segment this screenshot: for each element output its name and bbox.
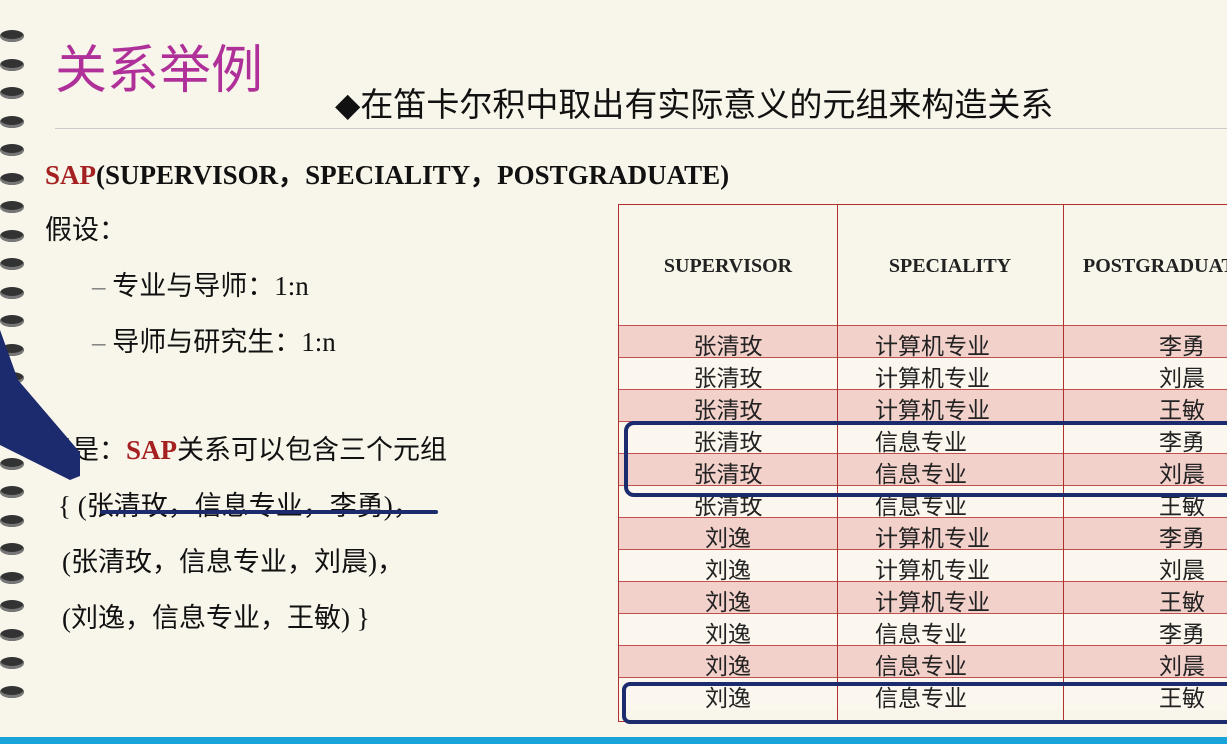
ring [0, 87, 24, 99]
col-line [837, 205, 838, 721]
cell: 李勇 [1159, 334, 1205, 359]
cell: 刘晨 [1159, 654, 1205, 679]
ring [0, 514, 24, 527]
column-header: SPECIALITY [888, 255, 1012, 277]
underline [100, 510, 438, 514]
cell: 李勇 [1159, 622, 1205, 647]
cell: 信息专业 [875, 654, 967, 679]
ring [0, 286, 24, 299]
row-bg [619, 357, 1227, 390]
bottom-bar [0, 737, 1227, 744]
cell: 王敏 [1159, 590, 1205, 615]
ring [0, 457, 24, 470]
row-bg [619, 645, 1227, 678]
column-header: POSTGRADUATE [1083, 255, 1227, 277]
tuple: { (张清玫，信息专业，李勇)， [58, 491, 420, 521]
row-bg [619, 389, 1227, 422]
ring [0, 600, 24, 612]
row-bg [619, 517, 1227, 550]
cell: 刘晨 [1159, 462, 1205, 487]
cell: 信息专业 [875, 494, 967, 519]
ring [0, 172, 24, 185]
assume-text: 导师与研究生：1:n [112, 327, 336, 357]
conclusion-text: 关系可以包含三个元组 [177, 435, 448, 465]
cell: 刘逸 [705, 622, 751, 647]
dash: – [92, 271, 106, 301]
dash: – [92, 327, 106, 357]
row-bg [619, 485, 1227, 518]
cell: 刘逸 [705, 654, 751, 679]
assume-label: 假设： [45, 215, 126, 245]
row-bg [619, 549, 1227, 582]
cell: 张清玫 [693, 366, 763, 391]
ring [0, 628, 24, 641]
cell: 刘晨 [1159, 558, 1205, 583]
cell: 张清玫 [693, 430, 763, 455]
schema: SAP(SUPERVISOR，SPECIALITY，POSTGRADUATE) [45, 153, 729, 192]
row-bg [619, 613, 1227, 646]
cell: 计算机专业 [875, 398, 990, 423]
ring [0, 315, 24, 327]
conclusion: 于是：SAP关系可以包含三个元组 [45, 428, 447, 467]
cell: 王敏 [1159, 398, 1205, 423]
divider [55, 128, 1227, 129]
table: SUPERVISORSPECIALITYPOSTGRADUATE张清玫计算机专业… [618, 204, 1227, 722]
cell: 信息专业 [875, 686, 967, 711]
cell: 张清玫 [693, 398, 763, 423]
cell: 王敏 [1159, 686, 1205, 711]
ring [0, 571, 24, 584]
tuple: (刘逸，信息专业，王敏) } [62, 603, 370, 633]
ring [0, 543, 24, 555]
cell: 张清玫 [693, 494, 763, 519]
cell: 张清玫 [693, 462, 763, 487]
cell: 刘逸 [705, 526, 751, 551]
assume-text: 专业与导师：1:n [112, 271, 309, 301]
title: 关系举例 [55, 41, 264, 101]
column-header: SUPERVISOR [663, 255, 793, 277]
highlight [624, 421, 1227, 497]
cell: 王敏 [1159, 494, 1205, 519]
cell: 刘逸 [705, 590, 751, 615]
cell: 计算机专业 [875, 590, 990, 615]
pointer [0, 330, 80, 480]
schema-attrs: (SUPERVISOR，SPECIALITY，POSTGRADUATE) [96, 160, 730, 190]
conclusion-name: SAP [126, 435, 178, 465]
cell: 计算机专业 [875, 558, 990, 583]
assume-item: – 导师与研究生：1:n [92, 320, 336, 359]
cell: 刘逸 [705, 558, 751, 583]
ring [0, 486, 24, 498]
row-bg [619, 581, 1227, 614]
ring [0, 229, 24, 242]
highlight [622, 682, 1227, 724]
cell: 信息专业 [875, 462, 967, 487]
ring [0, 58, 24, 71]
ring [0, 258, 24, 270]
cell: 李勇 [1159, 526, 1205, 551]
tuple: (张清玫，信息专业，刘晨)， [62, 547, 404, 577]
cell: 刘逸 [705, 686, 751, 711]
cell: 计算机专业 [875, 366, 990, 391]
cell: 李勇 [1159, 430, 1205, 455]
subtitle: ◆在笛卡尔积中取出有实际意义的元组来构造关系 [335, 85, 1054, 124]
ring [0, 657, 24, 669]
cell: 信息专业 [875, 622, 967, 647]
cell: 信息专业 [875, 430, 967, 455]
assume-item: – 专业与导师：1:n [92, 264, 309, 303]
col-line [1063, 205, 1064, 721]
ring [0, 685, 24, 698]
ring [0, 144, 24, 156]
ring [0, 115, 24, 128]
cell: 张清玫 [693, 334, 763, 359]
schema-name: SAP [45, 160, 97, 190]
cell: 计算机专业 [875, 526, 990, 551]
cell: 计算机专业 [875, 334, 990, 359]
row-bg [619, 453, 1227, 486]
ring [0, 30, 24, 42]
row-bg [619, 325, 1227, 358]
cell: 刘晨 [1159, 366, 1205, 391]
ring [0, 201, 24, 213]
